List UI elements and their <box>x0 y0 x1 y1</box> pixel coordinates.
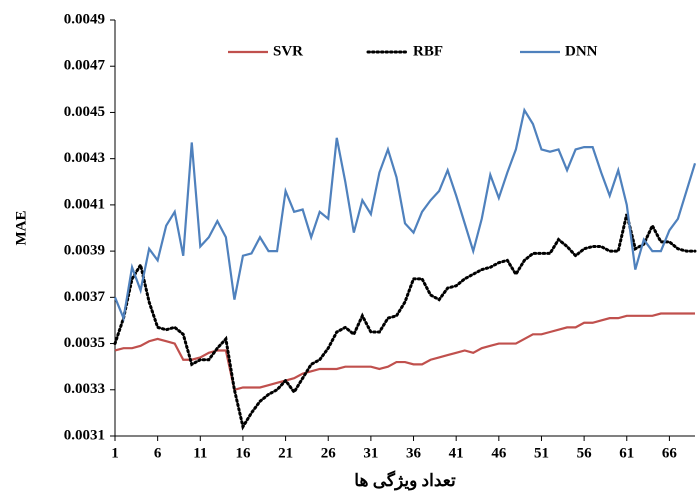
x-tick-label: 66 <box>662 445 678 461</box>
series-line <box>113 213 697 431</box>
y-tick-label: 0.0045 <box>64 104 105 120</box>
x-tick-label: 31 <box>363 445 378 461</box>
y-tick-label: 0.0049 <box>64 11 105 27</box>
x-tick-label: 51 <box>534 445 549 461</box>
x-tick-label: 26 <box>321 445 337 461</box>
y-tick-label: 0.0033 <box>64 381 105 397</box>
legend-label: DNN <box>565 43 598 59</box>
x-tick-label: 41 <box>449 445 464 461</box>
legend-label: SVR <box>273 43 303 59</box>
y-tick-label: 0.0039 <box>64 243 105 259</box>
x-tick-label: 36 <box>406 445 422 461</box>
x-tick-label: 1 <box>111 445 119 461</box>
x-tick-label: 11 <box>193 445 207 461</box>
legend-label: RBF <box>413 43 443 59</box>
y-axis-label: MAE <box>13 211 29 246</box>
series-line <box>114 312 695 392</box>
x-tick-label: 21 <box>278 445 293 461</box>
x-tick-label: 61 <box>619 445 634 461</box>
y-tick-label: 0.0031 <box>64 427 105 443</box>
x-tick-label: 6 <box>154 445 162 461</box>
x-tick-label: 46 <box>491 445 507 461</box>
y-tick-label: 0.0043 <box>64 150 105 166</box>
y-tick-label: 0.0037 <box>64 289 106 305</box>
series-line <box>113 107 697 323</box>
x-tick-label: 16 <box>235 445 251 461</box>
y-tick-label: 0.0035 <box>64 335 105 351</box>
x-tick-label: 56 <box>577 445 593 461</box>
y-tick-label: 0.0041 <box>64 196 105 212</box>
x-axis-label: تعداد ویژگی ها <box>354 470 456 491</box>
y-tick-label: 0.0047 <box>64 58 106 74</box>
